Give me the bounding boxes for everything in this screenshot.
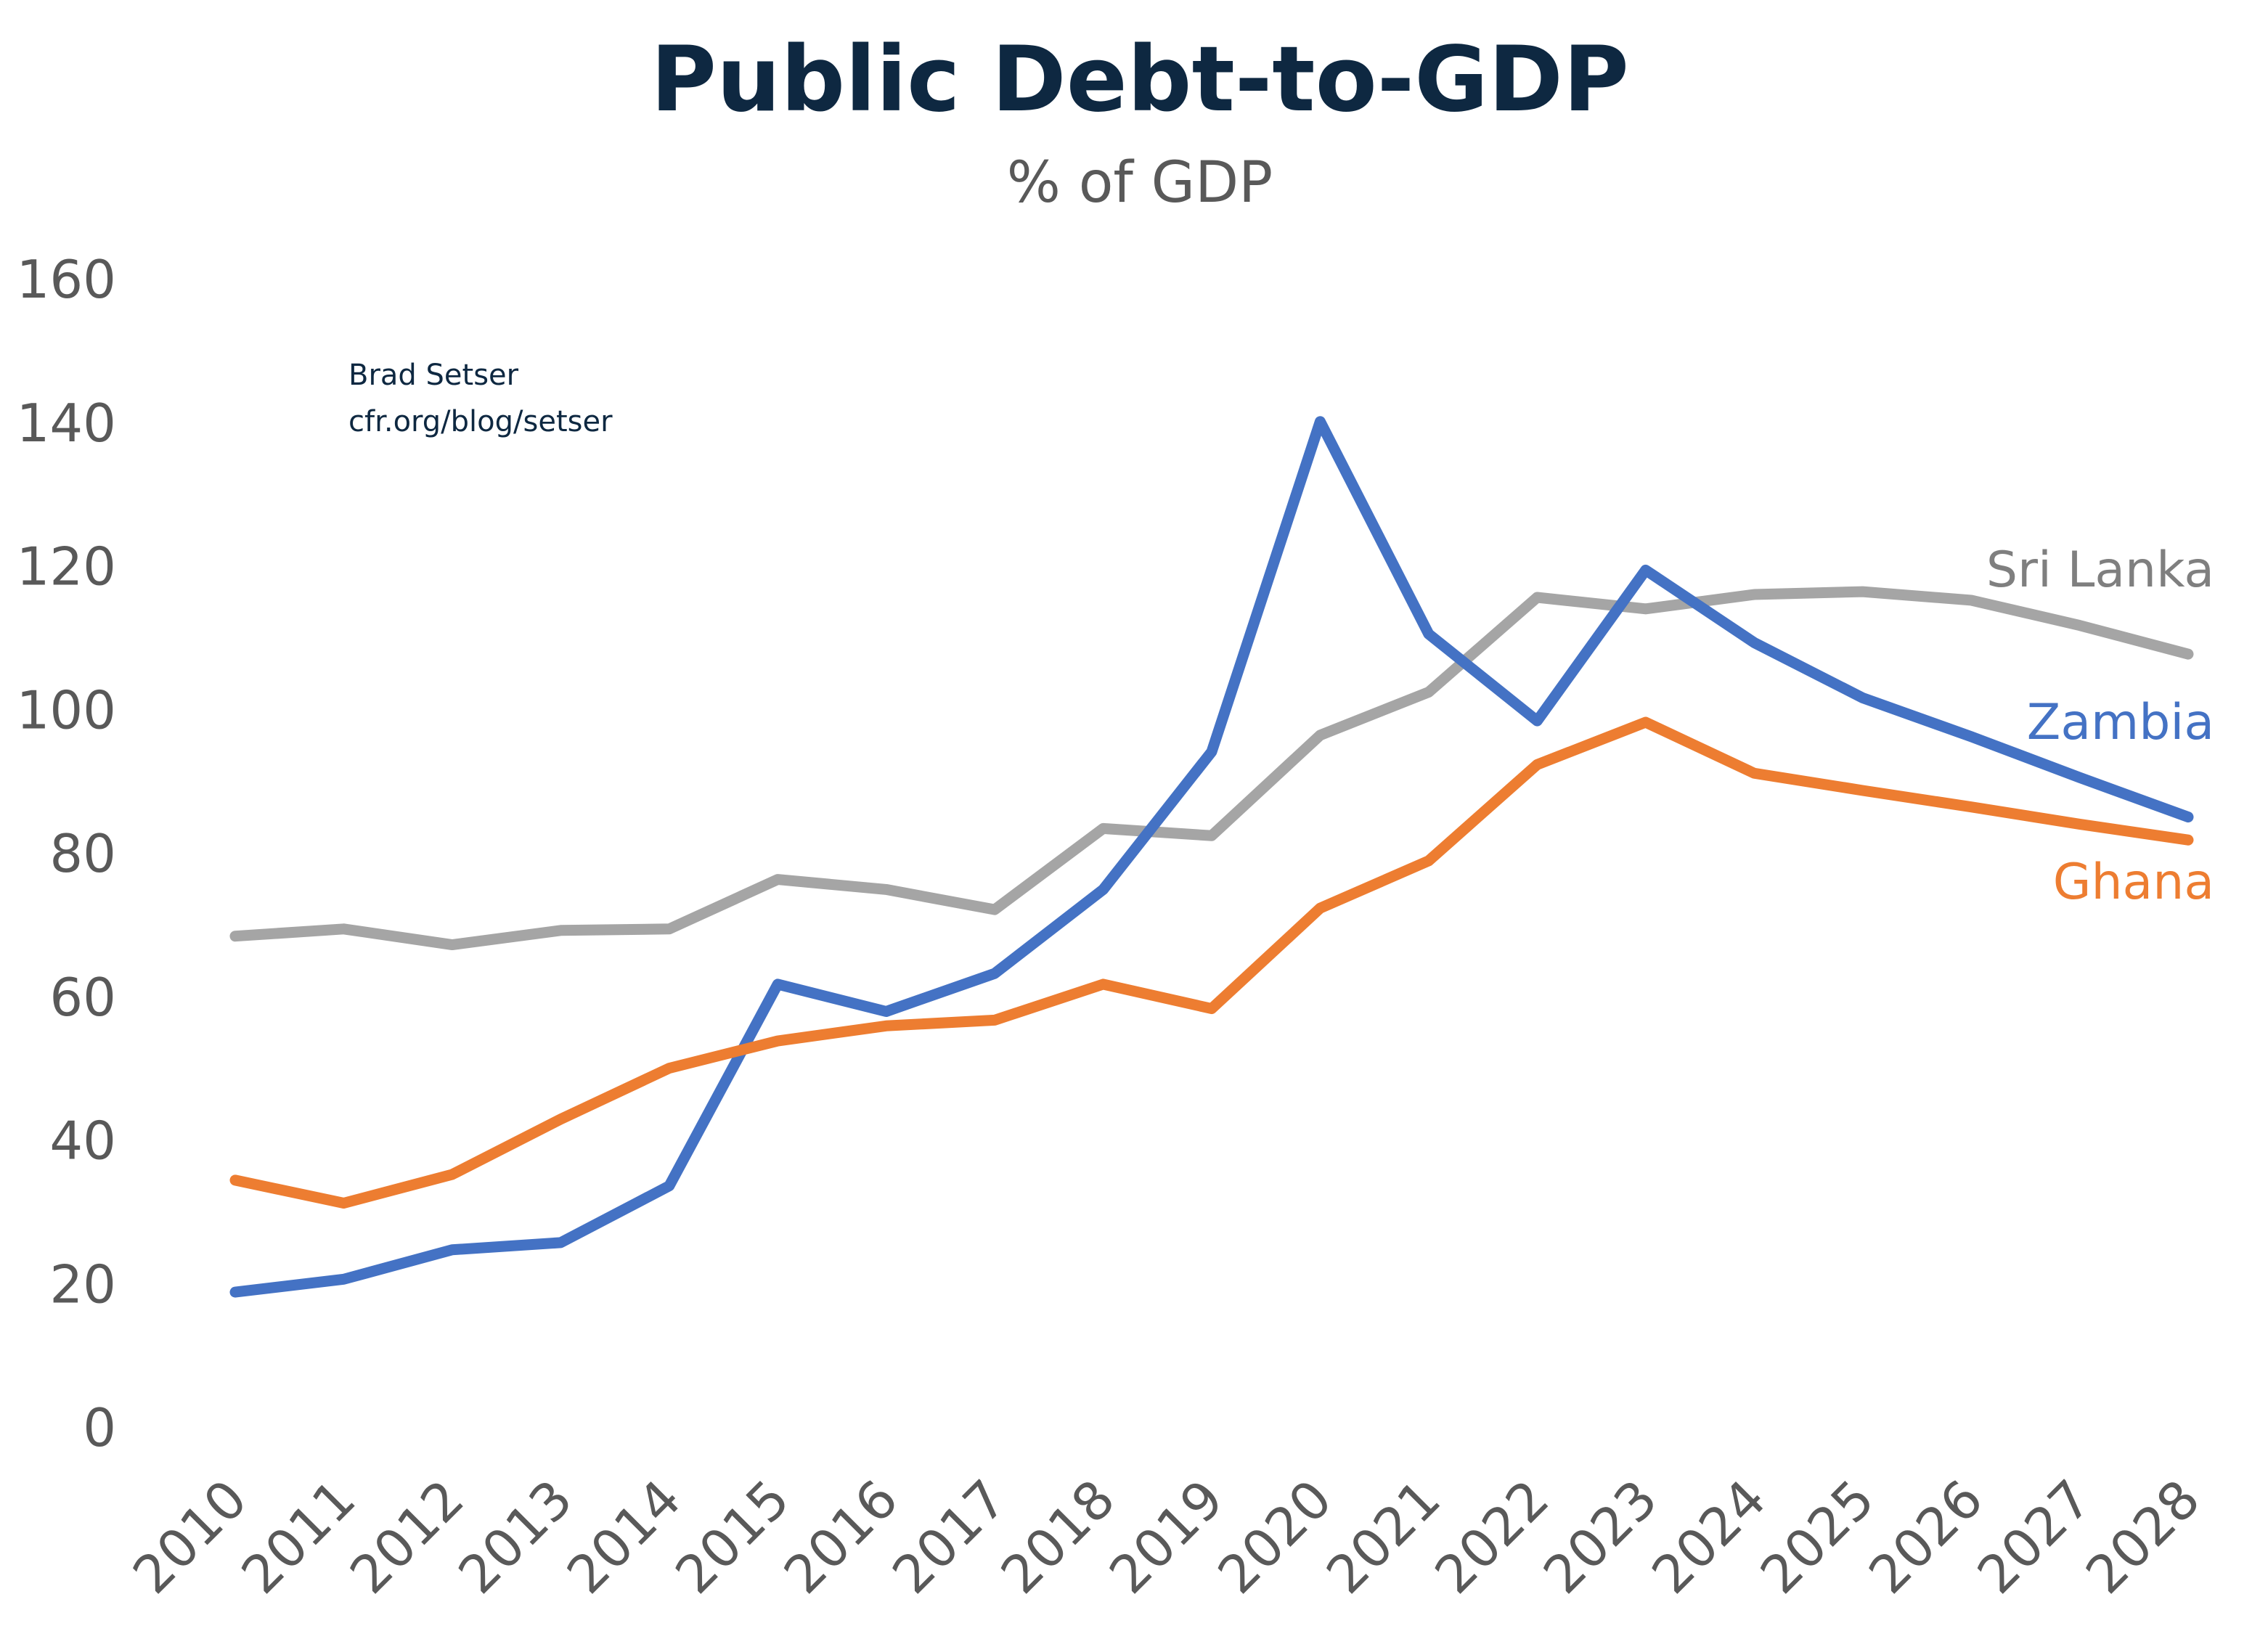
x-tick-label: 2018 — [990, 1468, 1127, 1606]
chart-subtitle: % of GDP — [1007, 150, 1273, 216]
x-tick-label: 2028 — [2074, 1468, 2211, 1606]
y-tick-label: 40 — [49, 1111, 116, 1172]
x-tick-label: 2015 — [664, 1468, 801, 1606]
series-line-ghana — [229, 716, 2194, 1209]
chart-title: Public Debt-to-GDP — [650, 28, 1629, 132]
x-tick-label: 2010 — [121, 1468, 258, 1606]
x-tick-label: 2026 — [1857, 1468, 1994, 1606]
x-tick-label: 2022 — [1423, 1468, 1560, 1606]
y-tick-label: 160 — [17, 249, 116, 310]
x-tick-label: 2013 — [446, 1468, 584, 1606]
series-line-zambia — [229, 416, 2194, 1298]
x-tick-label: 2024 — [1640, 1468, 1777, 1606]
series-line-sri-lanka — [229, 586, 2194, 951]
x-tick-label: 2011 — [230, 1468, 367, 1606]
x-tick-label: 2012 — [338, 1468, 476, 1606]
x-tick-label: 2025 — [1749, 1468, 1886, 1606]
x-tick-label: 2020 — [1207, 1468, 1344, 1606]
x-tick-label: 2019 — [1098, 1468, 1235, 1606]
y-tick-label: 100 — [17, 679, 116, 740]
x-tick-label: 2016 — [772, 1468, 910, 1606]
y-tick-label: 0 — [83, 1397, 116, 1458]
series-label: Ghana — [2053, 854, 2214, 911]
x-tick-label: 2027 — [1966, 1468, 2103, 1606]
y-tick-label: 60 — [49, 967, 116, 1028]
x-tick-label: 2023 — [1532, 1468, 1669, 1606]
credit-url: cfr.org/blog/setser — [348, 405, 613, 438]
series-label: Sri Lanka — [1986, 541, 2214, 599]
y-tick-label: 80 — [49, 823, 116, 884]
x-tick-label: 2014 — [555, 1468, 693, 1606]
y-tick-label: 20 — [49, 1254, 116, 1315]
x-tick-label: 2017 — [881, 1468, 1018, 1606]
y-tick-label: 120 — [17, 536, 116, 597]
series-label: Zambia — [2027, 694, 2214, 751]
x-tick-label: 2021 — [1315, 1468, 1452, 1606]
credit-author: Brad Setser — [348, 359, 519, 392]
y-tick-label: 140 — [17, 393, 116, 454]
